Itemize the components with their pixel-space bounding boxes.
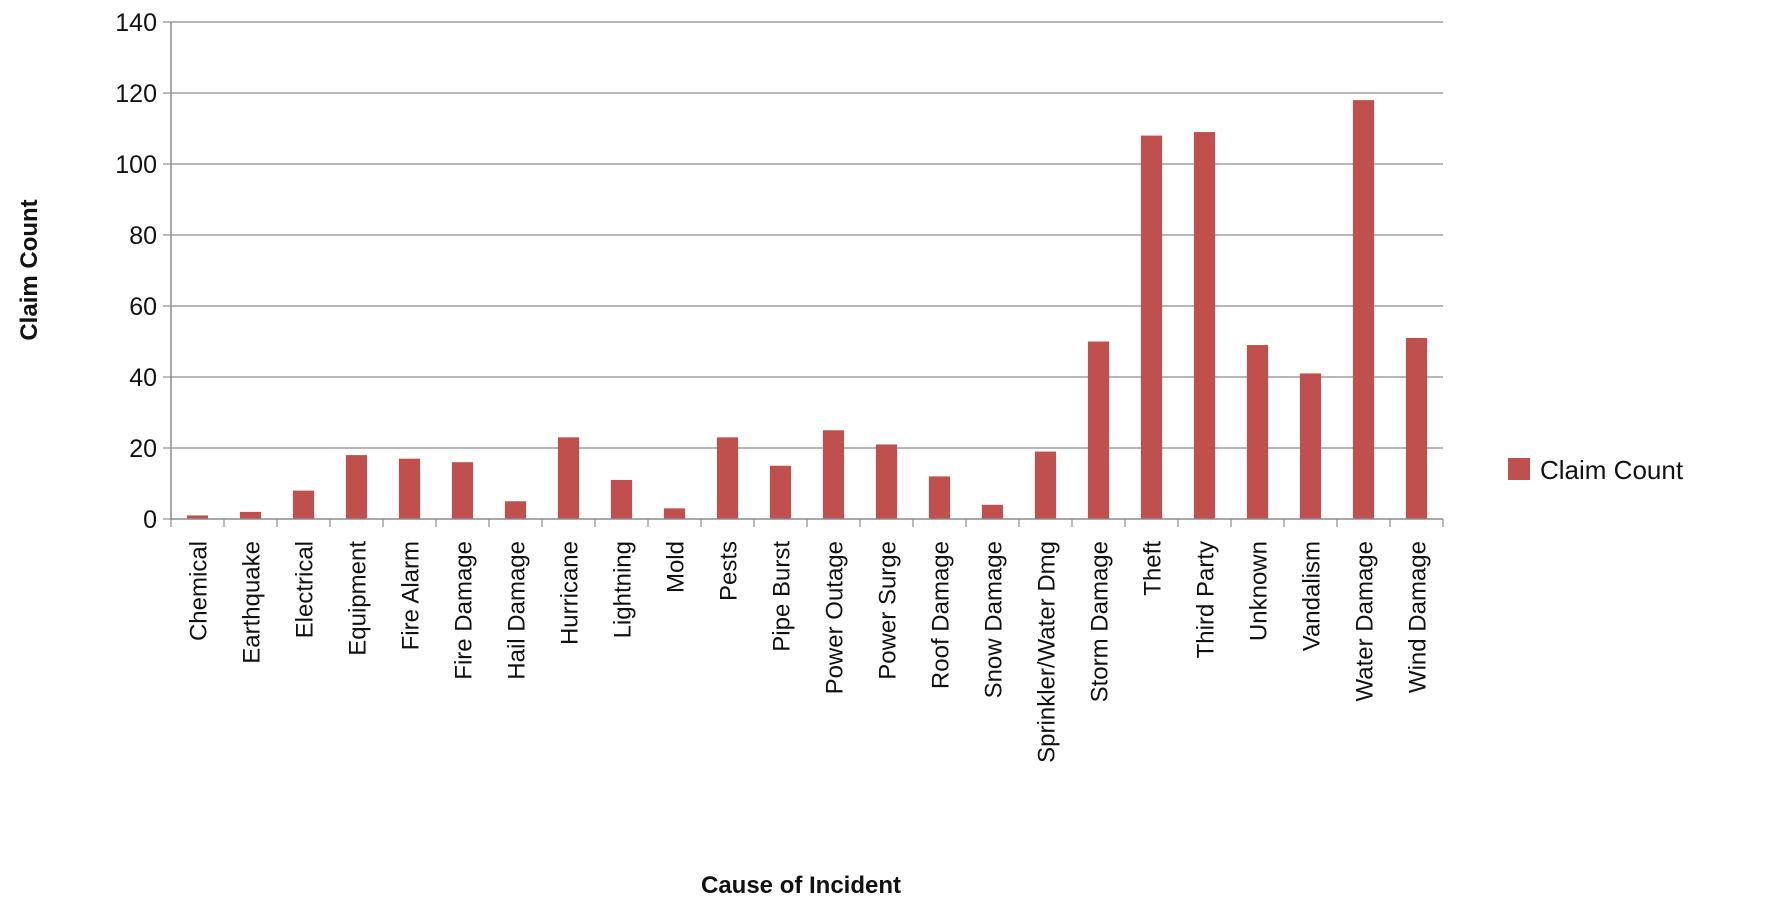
x-tick-label: Roof Damage (928, 541, 955, 689)
y-tick-label: 120 (115, 80, 157, 108)
bar (1299, 373, 1322, 519)
x-tick-label: Equipment (345, 541, 372, 656)
x-tick-label: Chemical (186, 541, 213, 641)
bar (610, 479, 633, 519)
y-tick-label: 20 (129, 435, 157, 463)
bar (822, 430, 845, 519)
x-tick-label: Water Damage (1352, 541, 1379, 702)
x-tick-labels: Chemical Earthquake Electrical Equipment Fir… (186, 541, 1432, 763)
bar (239, 511, 262, 519)
x-tick-label: Earthquake (239, 541, 266, 664)
bar (1034, 451, 1057, 519)
legend-label: Claim Count (1540, 455, 1684, 485)
x-tick-label: Electrical (292, 541, 319, 638)
bar (1405, 337, 1428, 519)
bar (345, 455, 368, 519)
x-tick-label: Vandalism (1299, 541, 1326, 651)
bar (292, 490, 315, 519)
bar (716, 437, 739, 519)
x-tick-label: Sprinkler/Water Dmg (1034, 541, 1061, 763)
bar (504, 501, 527, 519)
x-tick-label: Hail Damage (504, 541, 531, 680)
x-tick-label: Mold (663, 541, 690, 593)
x-tick-label: Power Surge (875, 541, 902, 680)
x-tick-label: Theft (1140, 541, 1167, 596)
bar (186, 515, 209, 519)
bar (1193, 132, 1216, 520)
axes (170, 22, 1444, 527)
x-tick-label: Snow Damage (981, 541, 1008, 698)
bar (1352, 100, 1375, 519)
bar (981, 504, 1004, 519)
bar (557, 437, 580, 519)
x-tick-label: Pipe Burst (769, 541, 796, 652)
y-tick-label: 100 (115, 151, 157, 179)
y-tick-label: 80 (129, 222, 157, 250)
x-tick-label: Unknown (1246, 541, 1273, 641)
x-tick-label: Storm Damage (1087, 541, 1114, 702)
bar (769, 465, 792, 519)
x-tick-label: Pests (716, 541, 743, 601)
y-tick-labels: 0 20 40 60 80 100 120 140 (115, 9, 171, 534)
bar (1246, 345, 1269, 519)
y-axis-title: Claim Count (16, 199, 43, 340)
x-tick-label: Lightning (610, 541, 637, 638)
legend: Claim Count (1508, 455, 1684, 485)
x-tick-label: Power Outage (822, 541, 849, 694)
gridlines (171, 21, 1443, 449)
bar (875, 444, 898, 519)
y-tick-label: 60 (129, 293, 157, 321)
bar (1140, 135, 1163, 519)
x-axis-title: Cause of Incident (701, 872, 901, 899)
x-tick-label: Hurricane (557, 541, 584, 645)
bars (186, 100, 1428, 520)
x-tick-label: Wind Damage (1405, 541, 1432, 693)
x-tick-label: Fire Damage (451, 541, 478, 680)
legend-swatch (1508, 458, 1530, 480)
x-tick-label: Fire Alarm (398, 541, 425, 650)
bar (398, 458, 421, 519)
y-tick-label: 0 (143, 506, 157, 534)
bar (1087, 341, 1110, 519)
x-tick-label: Third Party (1193, 541, 1220, 658)
y-tick-label: 40 (129, 364, 157, 392)
bar (663, 508, 686, 519)
bar (928, 476, 951, 519)
y-tick-label: 140 (115, 9, 157, 37)
bar (451, 462, 474, 519)
